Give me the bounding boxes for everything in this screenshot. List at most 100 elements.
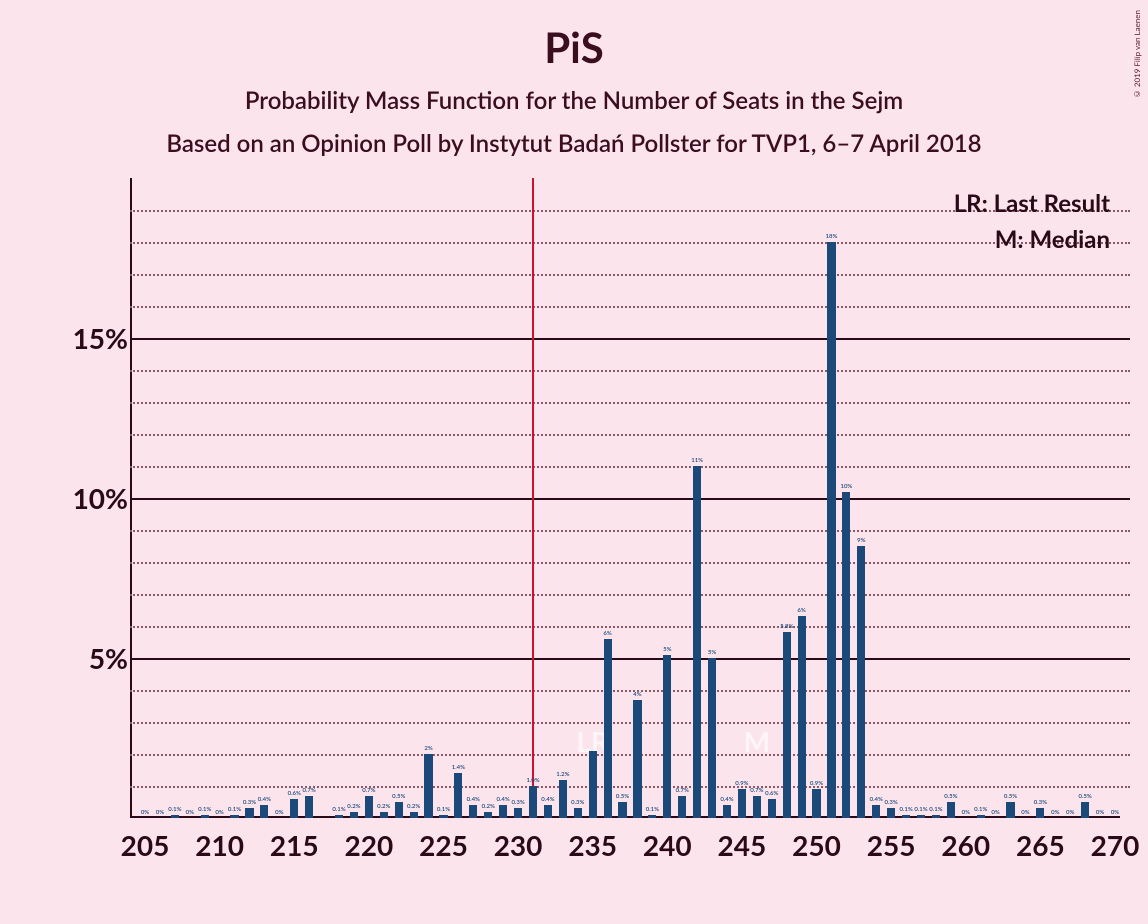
bar-value-label: 0.1% [929, 806, 942, 813]
bar-value-label: 0.5% [944, 793, 957, 800]
chart-subtitle: Probability Mass Function for the Number… [0, 72, 1148, 115]
bar [365, 796, 373, 818]
bar [395, 802, 403, 818]
bar-value-label: 0.3% [571, 799, 584, 806]
bar-value-label: 11% [691, 457, 703, 464]
bar-value-label: 0.2% [482, 803, 495, 810]
x-axis-labels: 2052102152202252302352402452502552602652… [130, 828, 1130, 868]
chart-title: PiS [0, 0, 1148, 72]
bar [768, 799, 776, 818]
bar-value-label: 0.6% [288, 790, 301, 797]
bar-value-label: 1.0% [526, 777, 539, 784]
bar [618, 802, 626, 818]
bar-value-label: 0.2% [407, 803, 420, 810]
bar [439, 815, 447, 818]
bar-value-label: 18% [826, 233, 838, 240]
bar [574, 808, 582, 818]
bar-value-label: 0% [275, 809, 283, 816]
bar-value-label: 0.1% [899, 806, 912, 813]
bar [544, 805, 552, 818]
plot-region: LR M LR: Last Result M: Median 0%0%0.1%0… [130, 178, 1130, 818]
bar-value-label: 0.4% [720, 796, 733, 803]
x-tick-label: 260 [941, 828, 990, 862]
bar [1006, 802, 1014, 818]
bar-value-label: 5% [708, 649, 716, 656]
bar-value-label: 0.5% [616, 793, 629, 800]
bar-value-label: 0.2% [347, 803, 360, 810]
bar-value-label: 0% [962, 809, 970, 816]
bar [977, 815, 985, 818]
x-tick-label: 240 [643, 828, 692, 862]
bar-value-label: 0.1% [974, 806, 987, 813]
bar-value-label: 6% [797, 607, 805, 614]
bar-value-label: 0.5% [1079, 793, 1092, 800]
bar [917, 815, 925, 818]
bar [872, 805, 880, 818]
bar [947, 802, 955, 818]
bar-value-label: 0% [215, 809, 223, 816]
bar-value-label: 0% [1096, 809, 1104, 816]
y-tick-label: 5% [38, 641, 128, 675]
bar [499, 805, 507, 818]
bar [902, 815, 910, 818]
bar-value-label: 5% [663, 646, 671, 653]
bar-value-label: 0% [156, 809, 164, 816]
bar [827, 242, 835, 818]
bar-value-label: 0.9% [735, 780, 748, 787]
bar-value-label: 0.1% [914, 806, 927, 813]
bar-value-label: 0.4% [870, 796, 883, 803]
bar-value-label: 0.7% [676, 787, 689, 794]
bar-value-label: 10% [840, 483, 852, 490]
copyright-text: © 2019 Filip van Laenen [1132, 10, 1142, 99]
bar [201, 815, 209, 818]
bar-value-label: 0.1% [437, 806, 450, 813]
x-tick-label: 250 [792, 828, 841, 862]
x-tick-label: 215 [270, 828, 319, 862]
bar [678, 796, 686, 818]
last-result-refline [532, 178, 534, 818]
bar [738, 789, 746, 818]
x-tick-label: 265 [1016, 828, 1065, 862]
legend: LR: Last Result M: Median [954, 186, 1110, 258]
bar [305, 796, 313, 818]
bar-value-label: 0.1% [332, 806, 345, 813]
bar-value-label: 0.3% [511, 799, 524, 806]
bar [335, 815, 343, 818]
bar [723, 805, 731, 818]
bar [245, 808, 253, 818]
bar-value-label: 0% [1021, 809, 1029, 816]
x-tick-label: 270 [1091, 828, 1140, 862]
bar [663, 655, 671, 818]
bar [1081, 802, 1089, 818]
y-tick-label: 10% [38, 481, 128, 515]
bar [693, 466, 701, 818]
bar [350, 812, 358, 818]
bar [380, 812, 388, 818]
bar-value-label: 0.6% [765, 790, 778, 797]
bar-value-label: 0.4% [541, 796, 554, 803]
bar [932, 815, 940, 818]
chart-area: 5%10%15% LR M LR: Last Result M: Median … [30, 178, 1138, 878]
bar-value-label: 0.5% [392, 793, 405, 800]
bar [842, 492, 850, 818]
bar-value-label: 0.7% [362, 787, 375, 794]
bar-value-label: 5.8% [780, 623, 793, 630]
y-tick-label: 15% [38, 321, 128, 355]
bar [783, 632, 791, 818]
bar [648, 815, 656, 818]
bar [812, 789, 820, 818]
bar [514, 808, 522, 818]
bar [708, 658, 716, 818]
bar-value-label: 0.4% [497, 796, 510, 803]
bar-value-label: 0% [186, 809, 194, 816]
x-tick-label: 225 [419, 828, 468, 862]
bar [484, 812, 492, 818]
bar-value-label: 0.1% [168, 806, 181, 813]
bar-value-label: 6% [603, 630, 611, 637]
bar [260, 805, 268, 818]
bar-value-label: 0.2% [377, 803, 390, 810]
bar [857, 546, 865, 818]
bar [424, 754, 432, 818]
x-tick-label: 245 [718, 828, 767, 862]
bar [887, 808, 895, 818]
